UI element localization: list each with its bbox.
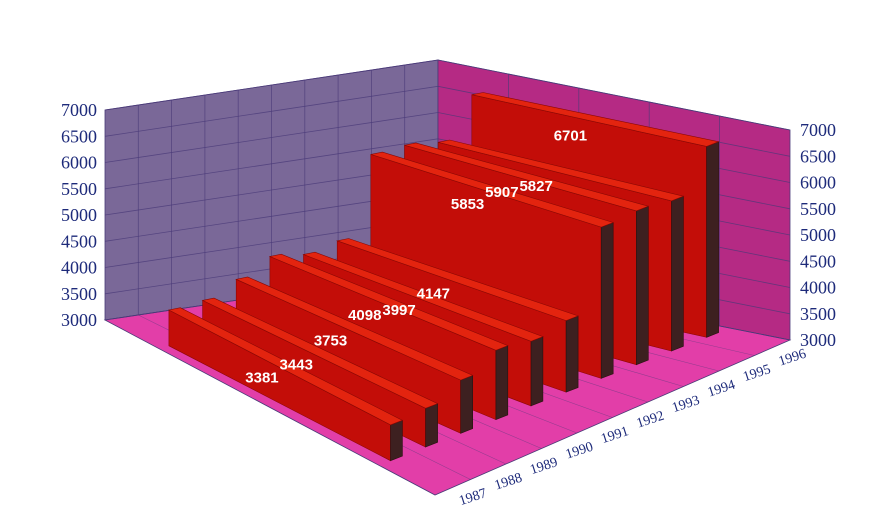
x-tick-label: 1996 (777, 347, 808, 370)
y-tick-label-left: 3500 (61, 284, 97, 304)
y-tick-label-right: 3000 (800, 330, 836, 350)
x-tick-label: 1990 (564, 440, 595, 463)
bar-top-face (302, 251, 544, 342)
bar-data-label: 3753 (314, 333, 347, 350)
wall-gridline (104, 59, 791, 131)
y-tick-label-left: 7000 (61, 100, 97, 120)
bar-end-face (495, 345, 509, 421)
y-tick-label-left: 4500 (61, 231, 97, 251)
x-tick-label: 1988 (493, 471, 524, 494)
bar-top-face (201, 297, 439, 409)
bar-end-face (460, 374, 474, 434)
bar-data-label: 5853 (451, 196, 484, 213)
y-tick-label-right: 5000 (800, 225, 836, 245)
x-tick-label: 1989 (528, 455, 559, 478)
bar-end-face (600, 222, 614, 379)
bar-data-label: 4147 (417, 285, 450, 302)
bar-data-label: 5907 (485, 184, 518, 201)
bar-end-face (425, 403, 438, 448)
y-tick-label-left: 6500 (61, 126, 97, 146)
bar-top-face (471, 92, 720, 147)
y-tick-label-left: 5500 (61, 179, 97, 199)
y-axis-ticks: 3000 3000 3500 3500 4000 4000 4500 4500 5000 5000… (61, 100, 836, 350)
bar-data-label: 6701 (554, 127, 587, 144)
y-tick-label-right: 3500 (800, 304, 836, 324)
bar-top-face (168, 307, 404, 426)
y-tick-label-left: 3000 (61, 310, 97, 330)
bar-data-label: 3381 (245, 369, 278, 386)
bar-end-face (530, 336, 544, 407)
x-tick-label: 1991 (599, 424, 630, 447)
bar-top-face (336, 238, 579, 321)
bar-end-face (565, 315, 579, 393)
bar-end-face (390, 419, 403, 462)
bar-end-face (706, 141, 719, 338)
bar-end-face (671, 195, 684, 352)
y-tick-label-left: 5000 (61, 205, 97, 225)
bar-top-face (438, 139, 685, 202)
bar-top-face (404, 142, 650, 212)
bar-top-face (268, 253, 509, 351)
y-tick-label-right: 4500 (800, 251, 836, 271)
y-tick-label-right: 5500 (800, 199, 836, 219)
x-tick-label: 1994 (706, 378, 737, 401)
bar-data-label: 5827 (519, 178, 552, 195)
y-tick-label-right: 6000 (800, 173, 836, 193)
x-tick-label: 1995 (741, 362, 772, 385)
bar-data-label: 3997 (382, 302, 415, 319)
y-tick-label-right: 7000 (800, 120, 836, 140)
x-tick-label: 1993 (670, 393, 701, 416)
x-tick-label: 1987 (457, 486, 488, 509)
bars (168, 92, 720, 462)
bar-data-label: 4098 (348, 307, 381, 324)
bar-data-label: 3443 (280, 357, 313, 374)
bar-end-face (636, 205, 649, 366)
x-tick-label: 1992 (635, 409, 666, 432)
y-tick-label-left: 6000 (61, 153, 97, 173)
y-tick-label-right: 4000 (800, 278, 836, 298)
y-tick-label-right: 6500 (800, 146, 836, 166)
bar-top-face (370, 151, 615, 228)
bar-top-face (235, 276, 474, 381)
y-tick-label-left: 4000 (61, 258, 97, 278)
